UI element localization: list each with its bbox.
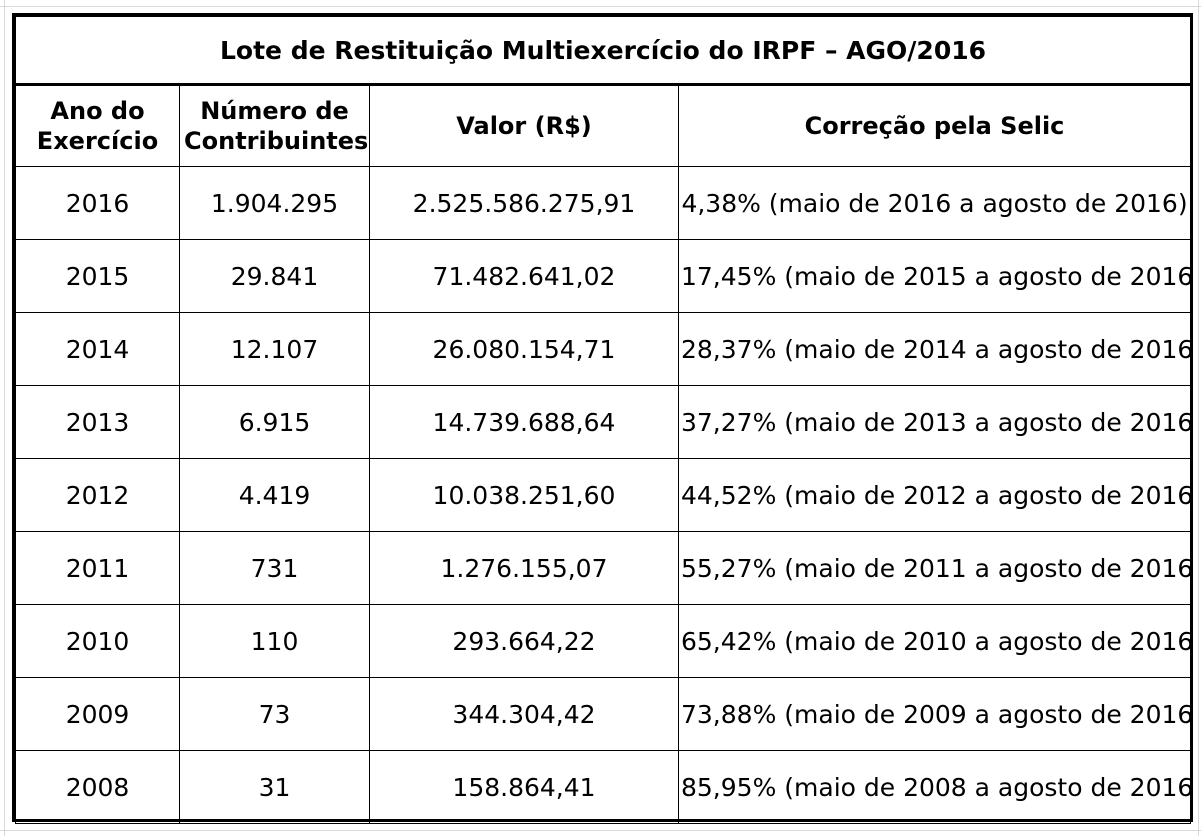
- cell-contribuintes: 4.419: [179, 458, 370, 532]
- header-ano-exercicio: Ano do Exercício: [15, 84, 180, 167]
- table-row: 2012 4.419 10.038.251,60 44,52% (maio de 20…: [15, 458, 1192, 532]
- cell-ano: 2009: [15, 677, 180, 751]
- cell-contribuintes: 6.915: [179, 385, 370, 459]
- cell-valor: 344.304,42: [369, 677, 679, 751]
- cell-ano: 2011: [15, 531, 180, 605]
- cell-correcao: 85,95% (maio de 2008 a agosto de 2016): [677, 750, 1192, 824]
- header-numero-contribuintes: Número de Contribuintes: [179, 84, 370, 167]
- cell-valor: 2.525.586.275,91: [369, 166, 679, 240]
- cell-ano: 2015: [15, 239, 180, 313]
- table-title: Lote de Restituição Multiexercício do IR…: [14, 16, 1192, 86]
- sheet-gridline: [1198, 0, 1199, 836]
- sheet-gridline: [0, 6, 1201, 7]
- table-header-row: Ano do Exercício Número de Contribuintes…: [15, 84, 1192, 167]
- header-correcao-selic: Correção pela Selic: [677, 84, 1192, 167]
- table-title-row: Lote de Restituição Multiexercício do IR…: [14, 16, 1192, 86]
- cell-contribuintes: 12.107: [179, 312, 370, 386]
- table-row: 2009 73 344.304,42 73,88% (maio de 2009 a a…: [15, 677, 1192, 751]
- cell-correcao: 65,42% (maio de 2010 a agosto de 2016): [677, 604, 1192, 678]
- header-valor: Valor (R$): [369, 84, 679, 167]
- cell-ano: 2014: [15, 312, 180, 386]
- cell-contribuintes: 29.841: [179, 239, 370, 313]
- cell-valor: 158.864,41: [369, 750, 679, 824]
- cell-contribuintes: 731: [179, 531, 370, 605]
- table-body: 2016 1.904.295 2.525.586.275,91 4,38% (maio…: [15, 166, 1192, 824]
- cell-correcao: 4,38% (maio de 2016 a agosto de 2016): [677, 166, 1192, 240]
- cell-ano: 2012: [15, 458, 180, 532]
- cell-contribuintes: 73: [179, 677, 370, 751]
- restitution-table-container: Lote de Restituição Multiexercício do IR…: [12, 13, 1193, 824]
- sheet-gridline: [4, 0, 5, 836]
- cell-correcao: 73,88% (maio de 2009 a agosto de 2016): [677, 677, 1192, 751]
- restitution-table: Lote de Restituição Multiexercício do IR…: [14, 16, 1192, 824]
- cell-ano: 2008: [15, 750, 180, 824]
- cell-correcao: 17,45% (maio de 2015 a agosto de 2016): [677, 239, 1192, 313]
- cell-correcao: 44,52% (maio de 2012 a agosto de 2016): [677, 458, 1192, 532]
- table-row: 2014 12.107 26.080.154,71 28,37% (maio de 2…: [15, 312, 1192, 386]
- cell-correcao: 37,27% (maio de 2013 a agosto de 2016): [677, 385, 1192, 459]
- cell-contribuintes: 110: [179, 604, 370, 678]
- table-row: 2016 1.904.295 2.525.586.275,91 4,38% (maio…: [15, 166, 1192, 240]
- cell-correcao: 55,27% (maio de 2011 a agosto de 2016): [677, 531, 1192, 605]
- cell-valor: 10.038.251,60: [369, 458, 679, 532]
- table-row: 2008 31 158.864,41 85,95% (maio de 2008 a a…: [15, 750, 1192, 824]
- cell-valor: 1.276.155,07: [369, 531, 679, 605]
- cell-valor: 26.080.154,71: [369, 312, 679, 386]
- cell-correcao: 28,37% (maio de 2014 a agosto de 2016): [677, 312, 1192, 386]
- cell-valor: 71.482.641,02: [369, 239, 679, 313]
- table-row: 2011 731 1.276.155,07 55,27% (maio de 2011 …: [15, 531, 1192, 605]
- cell-ano: 2010: [15, 604, 180, 678]
- cell-contribuintes: 1.904.295: [179, 166, 370, 240]
- cell-valor: 293.664,22: [369, 604, 679, 678]
- table-row: 2013 6.915 14.739.688,64 37,27% (maio de 20…: [15, 385, 1192, 459]
- cell-contribuintes: 31: [179, 750, 370, 824]
- cell-ano: 2016: [15, 166, 180, 240]
- sheet-gridline: [0, 830, 1201, 831]
- cell-valor: 14.739.688,64: [369, 385, 679, 459]
- cell-ano: 2013: [15, 385, 180, 459]
- table-row: 2010 110 293.664,22 65,42% (maio de 2010 a …: [15, 604, 1192, 678]
- table-row: 2015 29.841 71.482.641,02 17,45% (maio de 2…: [15, 239, 1192, 313]
